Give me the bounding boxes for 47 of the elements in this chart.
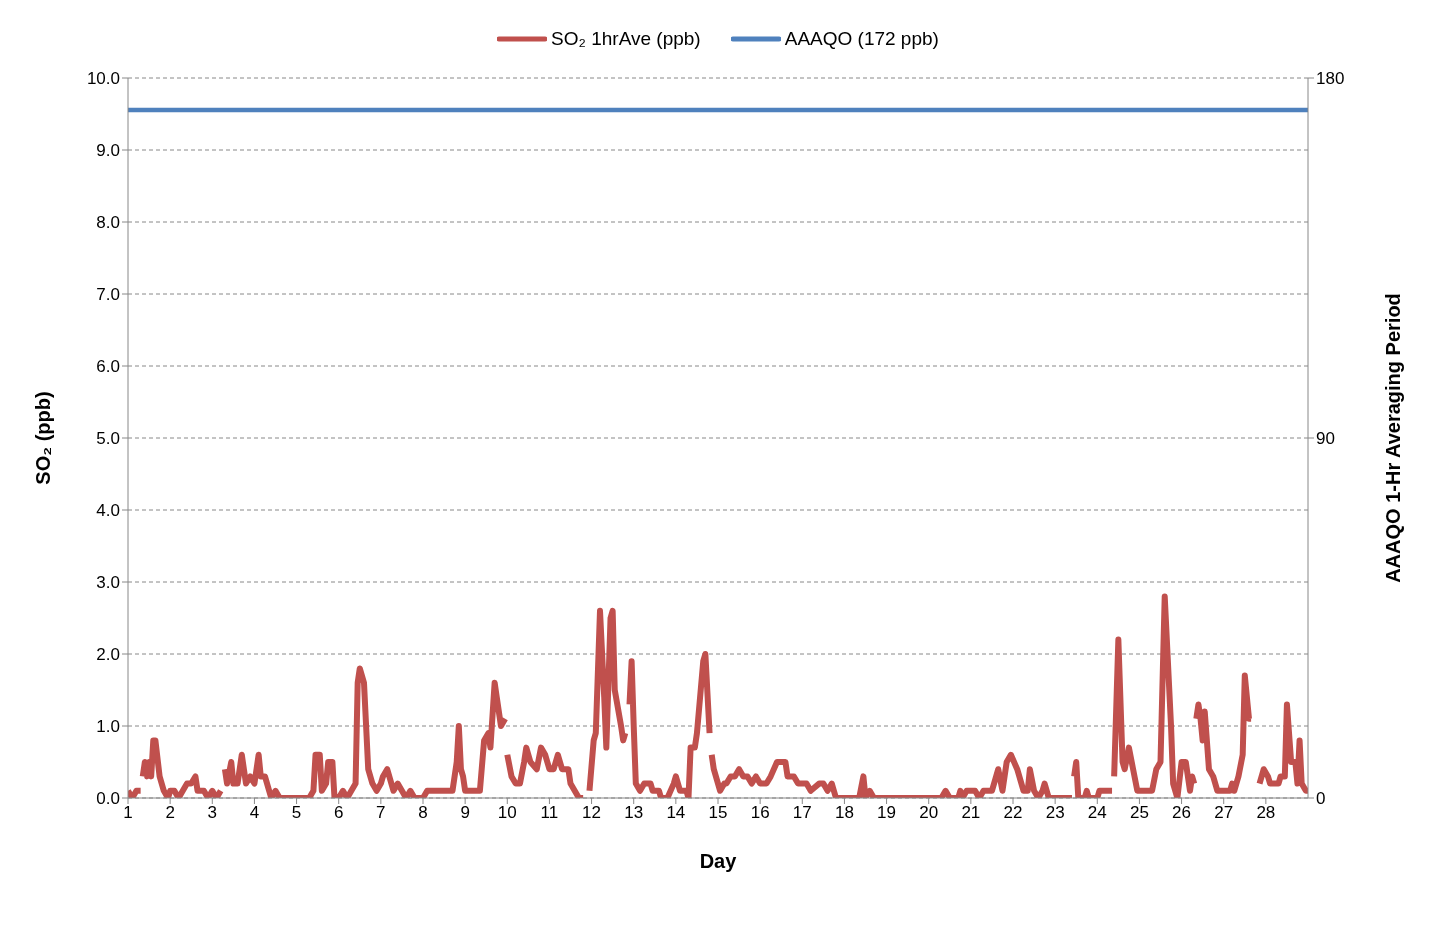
legend-label: SO₂ 1hrAve (ppb)	[551, 28, 701, 50]
x-tick-label: 16	[750, 803, 770, 823]
x-tick-label: 9	[460, 803, 470, 823]
y-tick-label: 1.0	[96, 717, 120, 737]
x-tick-label: 7	[376, 803, 386, 823]
y-tick-label: 2.0	[96, 645, 120, 665]
y-tick-label: 6.0	[96, 357, 120, 377]
x-tick-label: 22	[1003, 803, 1023, 823]
y-tick-label: 0.0	[96, 789, 120, 809]
y2-axis-title: AAAQO 1-Hr Averaging Period	[1382, 293, 1405, 583]
x-tick-label: 21	[961, 803, 981, 823]
y-tick-label: 5.0	[96, 429, 120, 449]
y-tick-label: 8.0	[96, 213, 120, 233]
x-tick-label: 24	[1087, 803, 1107, 823]
y2-tick-label: 180	[1316, 69, 1345, 89]
x-tick-label: 4	[249, 803, 260, 823]
x-tick-label: 27	[1214, 803, 1234, 823]
y-tick-label: 9.0	[96, 141, 120, 161]
x-tick-label: 26	[1172, 803, 1192, 823]
x-tick-label: 17	[792, 803, 812, 823]
x-tick-label: 28	[1256, 803, 1276, 823]
x-tick-label: 19	[877, 803, 897, 823]
y2-tick-label: 0	[1316, 789, 1326, 809]
x-tick-label: 8	[418, 803, 428, 823]
x-tick-label: 15	[708, 803, 728, 823]
x-tick-label: 11	[540, 803, 559, 823]
x-tick-label: 12	[582, 803, 602, 823]
y2-tick-label: 90	[1316, 429, 1335, 449]
x-axis-title: Day	[699, 850, 738, 872]
x-tick-label: 3	[207, 803, 218, 823]
x-tick-label: 10	[497, 803, 517, 823]
x-tick-label: 6	[333, 803, 344, 823]
y-tick-label: 4.0	[96, 501, 120, 521]
legend-label: AAAQO (172 ppb)	[784, 28, 939, 50]
y-tick-label: 7.0	[96, 285, 120, 305]
x-tick-label: 23	[1045, 803, 1065, 823]
y-tick-label: 10.0	[86, 69, 120, 89]
x-tick-label: 5	[291, 803, 302, 823]
x-tick-label: 2	[165, 803, 175, 823]
x-tick-label: 1	[123, 803, 133, 823]
y-axis-title: SO₂ (ppb)	[32, 391, 55, 485]
x-tick-label: 20	[919, 803, 939, 823]
x-tick-label: 13	[624, 803, 644, 823]
x-tick-label: 14	[666, 803, 686, 823]
y-tick-label: 3.0	[96, 573, 120, 593]
x-tick-label: 25	[1129, 803, 1149, 823]
x-tick-label: 18	[834, 803, 854, 823]
